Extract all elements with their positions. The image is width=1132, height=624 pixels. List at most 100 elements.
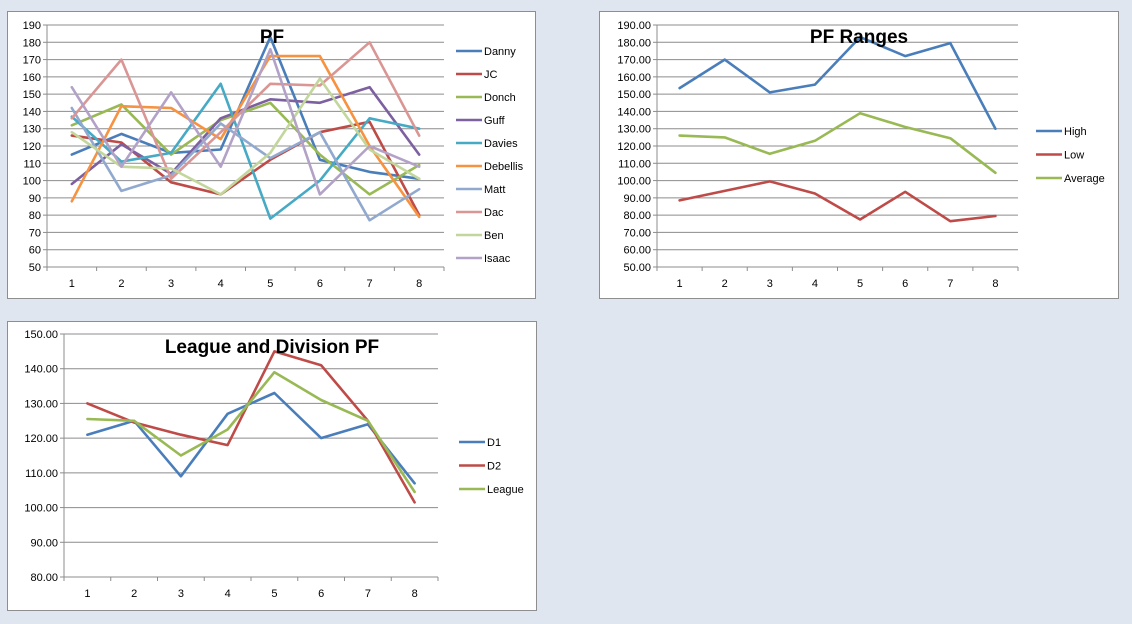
y-tick-label: 90.00 [30,537,58,549]
series-line-league [86,370,416,494]
y-tick-label: 120.00 [617,141,651,153]
league-division-pf-chart-panel: 80.00 90.00 100.00 110.00 120.00 130.00 140.00… [7,321,537,611]
y-tick-label: 150.00 [24,329,58,341]
y-tick-label: 190 [23,20,41,32]
series-line-ben [70,77,421,196]
series-line-d1 [86,391,416,485]
y-tick-label: 70 [29,227,41,239]
legend-label-d1: D1 [487,437,501,449]
x-tick-label: 3 [168,278,174,290]
y-tick-label: 60 [29,245,41,257]
y-tick-label: 110.00 [25,468,58,480]
x-tick-label: 2 [118,278,124,290]
legend-label-d2: D2 [487,461,501,473]
league-division-pf-chart: 80.00 90.00 100.00 110.00 120.00 130.00 140.00… [24,329,524,600]
x-tick-label: 7 [367,278,373,290]
series-line-average [678,111,997,175]
y-tick-label: 110 [23,158,41,170]
x-tick-label: 7 [947,278,953,290]
legend-label-ben: Ben [484,230,504,242]
y-tick-label: 90 [29,193,41,205]
series-line-d2 [86,350,416,504]
x-tick-label: 3 [178,588,184,600]
legend-label-donch: Donch [484,92,516,104]
y-tick-label: 110.00 [618,158,651,170]
series-line-high [678,35,997,130]
pf-chart: 50 60 70 80 90 100 110 120 130 140 150 160 170 180 190… [23,20,524,290]
y-tick-label: 160.00 [617,72,651,84]
y-tick-label: 190.00 [617,20,651,32]
y-tick-label: 80.00 [623,210,651,222]
legend: Danny JC Donch Guff Davies Debellis Matt Dac Ben… [456,46,524,265]
legend: D1 D2 League [459,437,524,496]
legend-label-guff: Guff [484,115,506,127]
y-tick-label: 100.00 [617,176,651,188]
x-tick-label: 2 [722,278,728,290]
x-tick-label: 5 [857,278,863,290]
legend-label-jc: JC [484,69,498,81]
x-tick-label: 7 [365,588,371,600]
y-tick-label: 90.00 [623,193,651,205]
x-tick-label: 8 [412,588,418,600]
pf-ranges-chart-panel: 50.00 60.00 70.00 80.00 90.00 100.00 110.00 120… [599,11,1119,299]
legend-label-average: Average [1064,173,1105,185]
x-tick-label: 1 [677,278,683,290]
y-tick-label: 80.00 [30,572,58,584]
y-tick-label: 170.00 [617,55,651,67]
series-line-davies [70,82,421,220]
y-tick-label: 80 [29,210,41,222]
y-tick-label: 150.00 [617,89,651,101]
x-tick-label: 5 [271,588,277,600]
x-tick-label: 4 [218,278,224,290]
legend-label-danny: Danny [484,46,516,58]
y-tick-label: 60.00 [623,245,651,257]
y-tick-label: 150 [23,89,41,101]
y-tick-label: 100.00 [24,503,58,515]
y-tick-label: 130 [23,124,41,136]
x-tick-label: 6 [318,588,324,600]
legend-label-davies: Davies [484,138,518,150]
y-tick-label: 180 [23,37,41,49]
chart-title: PF [260,27,284,48]
legend-label-matt: Matt [484,184,505,196]
y-tick-label: 130.00 [24,398,58,410]
series-line-debellis [70,54,421,219]
legend-label-isaac: Isaac [484,253,511,265]
series-line-danny [70,35,421,181]
y-tick-label: 140.00 [24,364,58,376]
y-tick-label: 120.00 [24,433,58,445]
y-tick-label: 50.00 [623,262,651,274]
x-tick-label: 1 [69,278,75,290]
y-tick-label: 70.00 [623,227,651,239]
legend-label-debellis: Debellis [484,161,524,173]
x-tick-label: 8 [416,278,422,290]
series-line-matt [70,106,421,222]
x-tick-label: 2 [131,588,137,600]
y-tick-label: 130.00 [617,124,651,136]
chart-title: League and Division PF [165,337,379,358]
y-tick-label: 170 [23,55,41,67]
series-line-low [678,180,997,223]
series-line-donch [70,101,421,196]
x-tick-label: 3 [767,278,773,290]
y-tick-label: 160 [23,72,41,84]
x-tick-label: 4 [225,588,231,600]
pf-chart-panel: 50 60 70 80 90 100 110 120 130 140 150 160 170 180 190… [7,11,536,299]
pf-ranges-chart: 50.00 60.00 70.00 80.00 90.00 100.00 110.00 120… [617,20,1105,290]
legend-label-high: High [1064,126,1087,138]
x-tick-label: 1 [84,588,90,600]
series-line-isaac [70,47,421,196]
legend-label-dac: Dac [484,207,504,219]
legend-label-low: Low [1064,150,1084,162]
y-tick-label: 180.00 [617,37,651,49]
legend-label-league: League [487,484,524,496]
x-tick-label: 6 [317,278,323,290]
x-tick-label: 5 [267,278,273,290]
y-tick-label: 100 [23,176,41,188]
y-tick-label: 140 [23,106,41,118]
x-tick-label: 8 [992,278,998,290]
chart-title: PF Ranges [810,27,908,48]
y-tick-label: 140.00 [617,106,651,118]
legend: High Low Average [1036,126,1105,185]
x-tick-label: 4 [812,278,818,290]
